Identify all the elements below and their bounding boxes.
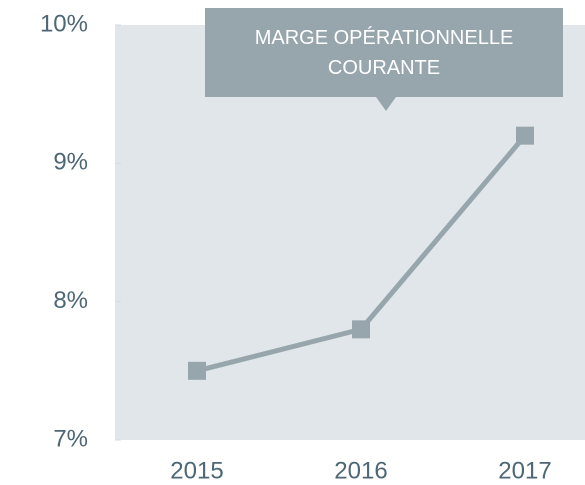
x-tick-label: 2015 [170,457,223,484]
y-tick-label: 7% [53,425,88,452]
x-tick-label: 2017 [498,457,551,484]
y-tick-label: 9% [53,149,88,176]
marker [352,320,370,339]
y-tick-label: 10% [40,10,88,37]
marker [188,361,206,380]
y-tick-label: 8% [53,287,88,314]
marker [516,126,534,145]
chart-title: MARGE OPÉRATIONNELLE COURANTE [205,8,563,97]
x-tick-label: 2016 [334,457,387,484]
title-pointer [376,97,396,111]
